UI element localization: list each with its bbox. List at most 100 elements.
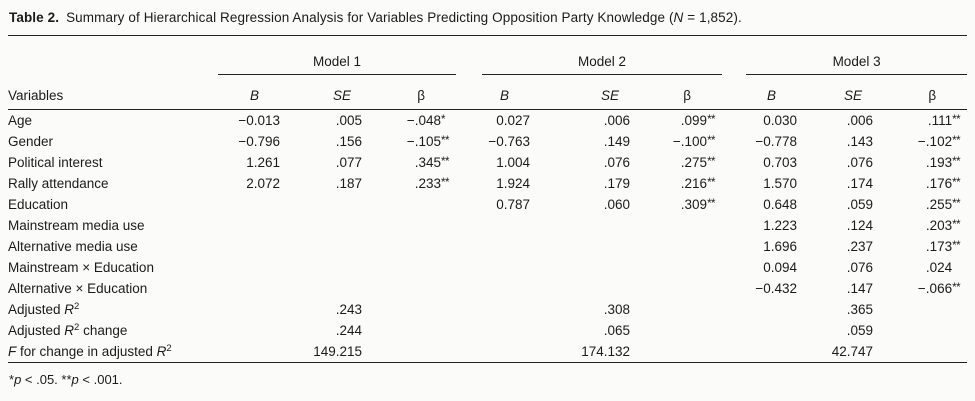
column-gap bbox=[722, 236, 746, 257]
column-gap bbox=[722, 110, 746, 132]
column-gap bbox=[722, 194, 746, 215]
table-row-education: Education 0.787 .060 .309** 0.648 .059 .… bbox=[8, 194, 967, 215]
cell-b: 1.223 bbox=[763, 218, 798, 233]
cell-beta: .233** bbox=[366, 173, 456, 194]
paper-table-page: Table 2. Summary of Hierarchical Regressi… bbox=[8, 10, 968, 387]
cell-se bbox=[284, 194, 366, 215]
col-header-b-m3: B bbox=[746, 74, 802, 110]
cell-beta bbox=[877, 299, 967, 320]
significance-stars: ** bbox=[707, 198, 716, 210]
cell-b bbox=[482, 299, 534, 320]
column-gap bbox=[722, 341, 746, 363]
cell-b bbox=[482, 215, 534, 236]
column-gap bbox=[722, 320, 746, 341]
cell-beta bbox=[366, 215, 456, 236]
column-gap bbox=[722, 173, 746, 194]
row-label: F for change in adjusted R2 bbox=[8, 343, 172, 359]
cell-b bbox=[218, 341, 284, 363]
column-gap bbox=[722, 36, 746, 75]
cell-stat: 174.132 bbox=[581, 344, 631, 359]
significance-note-star1: * bbox=[9, 372, 15, 387]
p-symbol: p bbox=[71, 372, 79, 387]
cell-beta bbox=[366, 236, 456, 257]
cell-b: 2.072 bbox=[246, 176, 280, 191]
significance-stars: ** bbox=[707, 177, 716, 189]
cell-se: .187 bbox=[335, 176, 362, 191]
cell-beta: −.066** bbox=[877, 278, 967, 299]
cell-b bbox=[218, 257, 284, 278]
col-header-b-m1: B bbox=[218, 74, 284, 110]
cell-b: 0.787 bbox=[496, 197, 531, 212]
cell-beta: .216** bbox=[634, 173, 722, 194]
column-gap bbox=[722, 74, 747, 110]
row-label: Alternative media use bbox=[8, 239, 138, 254]
cell-b bbox=[482, 236, 534, 257]
cell-b bbox=[482, 320, 534, 341]
significance-stars: ** bbox=[707, 135, 716, 147]
column-gap bbox=[456, 110, 482, 132]
row-label: Mainstream media use bbox=[8, 218, 145, 233]
table-footnote: *p < .05. **p < .001. bbox=[9, 372, 123, 387]
significance-stars: ** bbox=[441, 156, 449, 168]
cell-stat: .308 bbox=[603, 302, 631, 317]
table-row-gender: Gender −0.796 .156 −.105** −0.763 .149 −… bbox=[8, 131, 967, 152]
significance-stars: ** bbox=[952, 219, 961, 231]
cell-se: .006 bbox=[603, 113, 631, 128]
cell-beta bbox=[366, 320, 456, 341]
cell-se bbox=[534, 257, 634, 278]
cell-b bbox=[482, 341, 534, 363]
significance-stars: ** bbox=[952, 198, 961, 210]
significance-stars: ** bbox=[952, 282, 961, 294]
cell-se bbox=[284, 236, 366, 257]
cell-stat: .243 bbox=[335, 302, 362, 317]
cell-se: .147 bbox=[846, 281, 874, 296]
column-header-row: Variables B SE β B SE β B SE β bbox=[8, 74, 968, 110]
cell-b: 0.094 bbox=[763, 260, 798, 275]
cell-b: −0.432 bbox=[755, 281, 798, 296]
column-gap bbox=[456, 299, 482, 320]
cell-se bbox=[284, 215, 366, 236]
cell-b bbox=[746, 341, 801, 363]
row-label: Mainstream × Education bbox=[8, 260, 154, 275]
col-header-se-m3: SE bbox=[801, 74, 878, 110]
row-label: Alternative × Education bbox=[8, 281, 148, 296]
cell-se: .059 bbox=[846, 197, 874, 212]
cell-stat: .059 bbox=[846, 323, 874, 338]
cell-beta: .193** bbox=[877, 152, 967, 173]
cell-b bbox=[746, 320, 801, 341]
cell-se: .077 bbox=[335, 155, 362, 170]
column-gap bbox=[722, 131, 746, 152]
cell-b: 1.570 bbox=[763, 176, 798, 191]
column-gap bbox=[722, 215, 746, 236]
table-row-alternative-x-education: Alternative × Education −0.432 .147 −.06… bbox=[8, 278, 967, 299]
cell-se: .156 bbox=[335, 134, 362, 149]
cell-beta bbox=[366, 257, 456, 278]
regression-table: Model 1 Model 2 Model 3 Variables B SE β… bbox=[8, 35, 968, 363]
cell-se: .174 bbox=[846, 176, 874, 191]
cell-b: −0.013 bbox=[238, 113, 280, 128]
table-number: Table 2. bbox=[9, 10, 60, 25]
cell-beta: .309** bbox=[634, 194, 722, 215]
column-gap bbox=[456, 341, 482, 363]
cell-se: .237 bbox=[846, 239, 874, 254]
significance-stars: ** bbox=[952, 177, 961, 189]
cell-se bbox=[284, 278, 366, 299]
cell-b bbox=[218, 236, 284, 257]
column-gap bbox=[456, 173, 482, 194]
table-caption-tail: = 1,852). bbox=[683, 10, 742, 25]
cell-beta bbox=[634, 341, 722, 363]
significance-stars: ** bbox=[952, 156, 961, 168]
table-row-mainstream-x-education: Mainstream × Education 0.094 .076 .024 bbox=[8, 257, 967, 278]
cell-b: 1.004 bbox=[496, 155, 531, 170]
cell-beta bbox=[634, 278, 722, 299]
col-header-beta-m2: β bbox=[634, 74, 723, 110]
cell-se bbox=[534, 236, 634, 257]
cell-b bbox=[218, 194, 284, 215]
cell-b: 0.648 bbox=[763, 197, 798, 212]
row-label: Adjusted R2 bbox=[8, 301, 80, 317]
row-label: Education bbox=[8, 197, 69, 212]
cell-beta: −.105** bbox=[366, 131, 456, 152]
cell-beta: .275** bbox=[634, 152, 722, 173]
cell-beta: .111** bbox=[877, 110, 967, 132]
table-row-f-change: F for change in adjusted R2 149.215 174.… bbox=[8, 341, 967, 363]
